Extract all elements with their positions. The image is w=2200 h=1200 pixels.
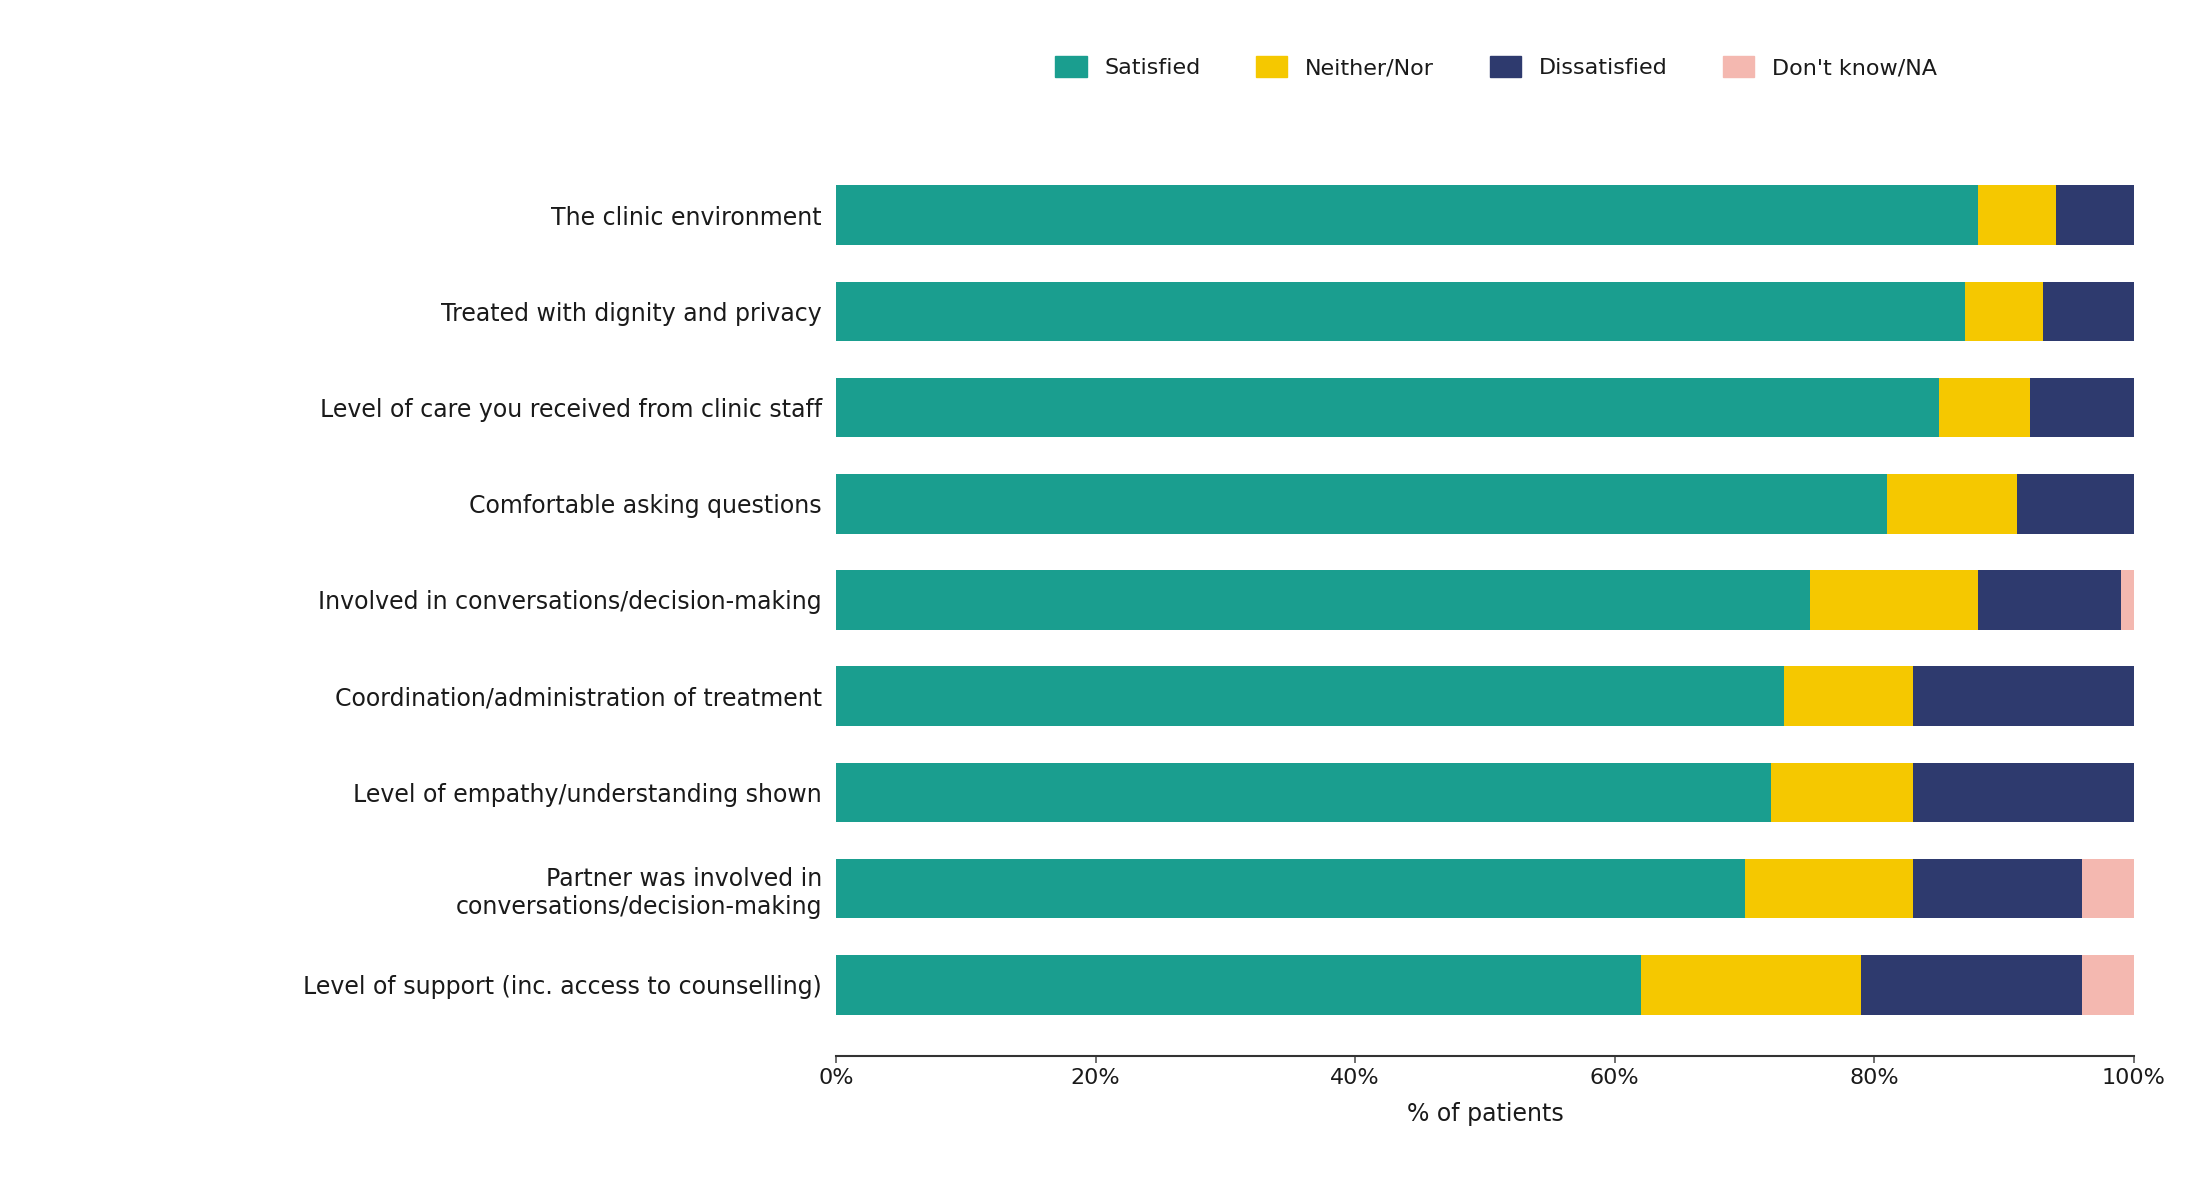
Legend: Satisfied, Neither/Nor, Dissatisfied, Don't know/NA: Satisfied, Neither/Nor, Dissatisfied, Do… bbox=[1047, 47, 1945, 88]
Bar bbox=[1745, 859, 1914, 918]
Bar bbox=[2121, 570, 2134, 630]
Bar bbox=[1784, 666, 1914, 726]
Bar bbox=[1914, 859, 2081, 918]
Bar bbox=[836, 186, 1978, 245]
Bar bbox=[1965, 282, 2044, 341]
X-axis label: % of patients: % of patients bbox=[1406, 1102, 1564, 1126]
Bar bbox=[1641, 955, 1861, 1014]
Bar bbox=[836, 955, 1641, 1014]
Bar bbox=[1914, 762, 2134, 822]
Bar bbox=[1771, 762, 1914, 822]
Bar bbox=[836, 282, 1965, 341]
Bar bbox=[1978, 186, 2057, 245]
Bar bbox=[836, 570, 1808, 630]
Bar bbox=[2081, 955, 2134, 1014]
Bar bbox=[1808, 570, 1978, 630]
Bar bbox=[836, 762, 1771, 822]
Bar bbox=[2031, 378, 2134, 438]
Bar bbox=[1888, 474, 2017, 534]
Bar bbox=[1914, 666, 2134, 726]
Bar bbox=[836, 859, 1745, 918]
Bar bbox=[2057, 186, 2134, 245]
Bar bbox=[836, 474, 1888, 534]
Bar bbox=[1978, 570, 2121, 630]
Bar bbox=[2044, 282, 2134, 341]
Bar bbox=[1861, 955, 2081, 1014]
Bar bbox=[836, 666, 1784, 726]
Bar bbox=[1940, 378, 2031, 438]
Bar bbox=[2017, 474, 2134, 534]
Bar bbox=[836, 378, 1940, 438]
Bar bbox=[2081, 859, 2134, 918]
